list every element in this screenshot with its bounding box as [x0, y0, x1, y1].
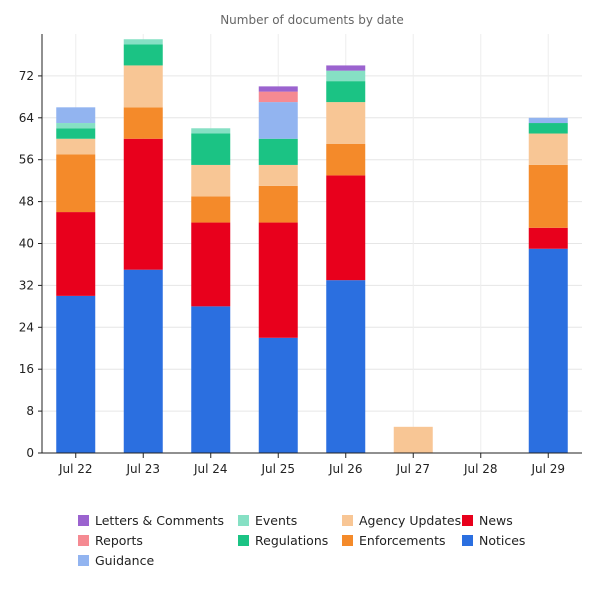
y-tick-label: 8 — [26, 404, 34, 418]
y-tick-label: 24 — [19, 320, 34, 334]
y-tick-label: 0 — [26, 446, 34, 460]
legend-item[interactable]: Notices — [462, 530, 542, 550]
legend-swatch — [238, 514, 249, 526]
x-tick-label: Jul 26 — [328, 462, 363, 476]
legend-label: Letters & Comments — [95, 512, 225, 528]
legend-swatch — [462, 514, 473, 526]
bar-segment[interactable] — [123, 269, 163, 453]
x-tick-label: Jul 28 — [463, 462, 498, 476]
legend-item[interactable]: News — [462, 510, 542, 530]
gridlines — [42, 34, 582, 453]
bar-segment[interactable] — [326, 280, 366, 453]
legend-label: Events — [255, 512, 298, 528]
bar-segment[interactable] — [258, 138, 298, 165]
bar-segment[interactable] — [258, 185, 298, 223]
legend-swatch — [78, 534, 89, 546]
bar-segment[interactable] — [393, 426, 433, 453]
y-tick-label: 40 — [19, 237, 34, 251]
bar-segment[interactable] — [191, 128, 231, 134]
legend-item[interactable]: Enforcements — [342, 530, 462, 550]
legend-item[interactable]: Reports — [78, 530, 238, 550]
bar-segment[interactable] — [528, 117, 568, 124]
bar-segment[interactable] — [123, 65, 163, 108]
legend-item[interactable]: Guidance — [78, 550, 238, 570]
legend-label: News — [479, 512, 513, 528]
bar-segment[interactable] — [326, 65, 366, 71]
legend-item[interactable]: Regulations — [238, 530, 342, 550]
y-tick-label: 48 — [19, 195, 34, 209]
y-tick-label: 56 — [19, 153, 34, 167]
bar-segment[interactable] — [191, 306, 231, 453]
x-tick-label: Jul 27 — [395, 462, 430, 476]
bar-segment[interactable] — [56, 295, 96, 453]
bar-segment[interactable] — [258, 164, 298, 186]
bar-segment[interactable] — [56, 138, 96, 155]
bar-segment[interactable] — [56, 154, 96, 213]
x-tick-labels: Jul 22 Jul 23 Jul 24 Jul 25 Jul 26 Jul 27 Jul … — [58, 462, 565, 476]
legend-swatch — [342, 534, 353, 546]
bar-segment[interactable] — [528, 133, 568, 165]
x-tick-label: Jul 23 — [125, 462, 160, 476]
bar-segment[interactable] — [56, 212, 96, 296]
bar-segment[interactable] — [56, 107, 96, 124]
legend-swatch — [462, 534, 473, 546]
x-tick-label: Jul 29 — [530, 462, 565, 476]
legend-item[interactable]: Agency Updates — [342, 510, 462, 530]
bar-segment[interactable] — [528, 123, 568, 134]
bar-segment[interactable] — [123, 138, 163, 270]
bar-segment[interactable] — [528, 164, 568, 228]
legend-swatch — [78, 554, 89, 566]
bar-segment[interactable] — [258, 86, 298, 92]
legend-item[interactable]: Events — [238, 510, 342, 530]
legend-swatch — [238, 534, 249, 546]
bar-segment[interactable] — [191, 222, 231, 307]
y-tick-label: 16 — [19, 362, 34, 376]
bar-segment[interactable] — [123, 107, 163, 139]
y-tick-labels: 0 8 16 24 32 40 48 56 64 72 — [19, 69, 34, 460]
axes — [38, 34, 582, 458]
bar-segment[interactable] — [258, 102, 298, 139]
legend-label: Notices — [479, 532, 526, 548]
x-tick-label: Jul 24 — [193, 462, 228, 476]
legend-label: Agency Updates — [359, 512, 462, 528]
legend-label: Enforcements — [359, 532, 446, 548]
bar-segment[interactable] — [258, 222, 298, 338]
x-tick-label: Jul 22 — [58, 462, 93, 476]
legend-swatch — [78, 514, 89, 526]
bar-segment[interactable] — [56, 123, 96, 129]
legend-label: Regulations — [255, 532, 329, 548]
bar-segment[interactable] — [326, 143, 366, 176]
bar-segment[interactable] — [528, 248, 568, 453]
bar-segment[interactable] — [56, 128, 96, 139]
bar-segment[interactable] — [123, 39, 163, 45]
bar-segment[interactable] — [326, 175, 366, 281]
bar-segment[interactable] — [326, 81, 366, 103]
legend-item[interactable]: Letters & Comments — [78, 510, 238, 530]
bar-segment[interactable] — [528, 227, 568, 249]
y-tick-label: 72 — [19, 69, 34, 83]
bar-segment[interactable] — [258, 91, 298, 103]
legend-label: Reports — [95, 532, 143, 548]
bars — [56, 39, 568, 453]
bar-segment[interactable] — [326, 102, 366, 144]
chart-title: Number of documents by date — [220, 13, 404, 27]
bar-segment[interactable] — [326, 70, 366, 82]
legend-label: Guidance — [95, 552, 155, 568]
legend-swatch — [342, 514, 353, 526]
x-tick-label: Jul 25 — [260, 462, 295, 476]
bar-segment[interactable] — [191, 196, 231, 223]
bar-segment[interactable] — [123, 44, 163, 66]
bar-segment[interactable] — [191, 133, 231, 165]
y-tick-label: 32 — [19, 278, 34, 292]
bar-segment[interactable] — [191, 164, 231, 197]
y-tick-label: 64 — [19, 111, 34, 125]
legend: Letters & Comments Events Agency Updates Ne… — [78, 510, 558, 570]
bar-segment[interactable] — [258, 337, 298, 453]
